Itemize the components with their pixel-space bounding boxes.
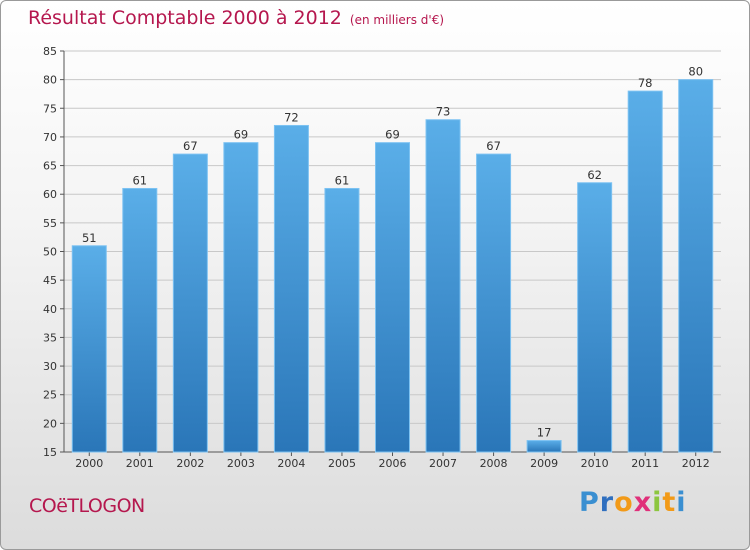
bar-2003 — [223, 142, 259, 453]
x-tick-label: 2010 — [581, 457, 609, 470]
y-tick-label: 40 — [43, 303, 57, 316]
y-tick-label: 65 — [43, 160, 57, 173]
brand-letter: x — [633, 487, 653, 518]
bar-2007 — [425, 119, 461, 453]
y-tick-label: 25 — [43, 389, 57, 402]
value-label-2004: 72 — [284, 110, 299, 124]
bar-2001 — [122, 187, 158, 453]
y-tick-label: 45 — [43, 274, 57, 287]
bar-2004 — [273, 124, 309, 453]
brand-letter: t — [662, 487, 677, 518]
chart-title: Résultat Comptable 2000 à 2012 (en millie… — [28, 7, 444, 29]
x-tick-label: 2005 — [328, 457, 356, 470]
bars — [71, 79, 714, 453]
labels: 51 61 67 69 72 61 69 73 67 17 62 78 80 — [82, 65, 703, 440]
bar-2011 — [627, 90, 663, 453]
x-tick-label: 2003 — [227, 457, 255, 470]
value-label-2010: 62 — [587, 168, 602, 182]
y-tick-label: 80 — [43, 74, 57, 87]
x-tick-label: 2012 — [682, 457, 710, 470]
value-label-2008: 67 — [486, 139, 501, 153]
x-tick-label: 2006 — [379, 457, 407, 470]
y-tick-label: 35 — [43, 331, 57, 344]
y-tick-label: 20 — [43, 417, 57, 430]
value-label-2002: 67 — [183, 139, 198, 153]
y-tick-label: 50 — [43, 246, 57, 259]
x-tick-label: 2002 — [176, 457, 204, 470]
bar-2005 — [324, 187, 360, 453]
x-tick-label: 2001 — [126, 457, 154, 470]
value-label-2000: 51 — [82, 231, 97, 245]
y-tick-label: 55 — [43, 217, 57, 230]
bar-2008 — [476, 153, 512, 453]
bar-2010 — [577, 182, 613, 453]
x-tick-label: 2008 — [480, 457, 508, 470]
chart-unit: (en milliers d'€) — [349, 13, 445, 27]
brand-letter: r — [599, 487, 615, 518]
commune-name: COëTLOGON — [29, 495, 145, 517]
y-tick-label: 85 — [43, 45, 57, 58]
x-tick-label: 2004 — [277, 457, 305, 470]
bar-2000 — [71, 245, 107, 453]
value-label-2007: 73 — [436, 105, 451, 119]
value-label-2009: 17 — [537, 426, 552, 440]
y-tick-label: 30 — [43, 360, 57, 373]
value-label-2003: 69 — [234, 128, 249, 142]
bar-2009 — [526, 440, 562, 453]
chart-title-text: Résultat Comptable 2000 à 2012 — [28, 7, 342, 29]
x-tick-label: 2009 — [530, 457, 558, 470]
y-tick-label: 60 — [43, 188, 57, 201]
x-tick-label: 2000 — [75, 457, 103, 470]
value-label-2001: 61 — [132, 173, 147, 187]
value-label-2006: 69 — [385, 128, 400, 142]
value-label-2011: 78 — [638, 76, 653, 90]
brand-letter: o — [614, 487, 634, 518]
bar-2006 — [375, 142, 410, 453]
bar-2012 — [678, 79, 714, 453]
bar-2002 — [172, 153, 208, 453]
value-label-2012: 80 — [688, 65, 703, 79]
axes: 15 20 25 30 35 40 45 50 55 60 65 70 75 80 85 2000 2001 20… — [43, 45, 721, 470]
x-tick-label: 2007 — [429, 457, 457, 470]
brand-letter: i — [652, 487, 663, 518]
y-tick-label: 70 — [43, 131, 57, 144]
y-tick-label: 75 — [43, 102, 57, 115]
proxiti-logo: Proxiti — [579, 487, 687, 518]
y-tick-label: 15 — [43, 446, 57, 459]
x-tick-label: 2011 — [631, 457, 659, 470]
brand-letter: P — [579, 487, 600, 518]
brand-letter: i — [676, 487, 687, 518]
value-label-2005: 61 — [335, 173, 350, 187]
